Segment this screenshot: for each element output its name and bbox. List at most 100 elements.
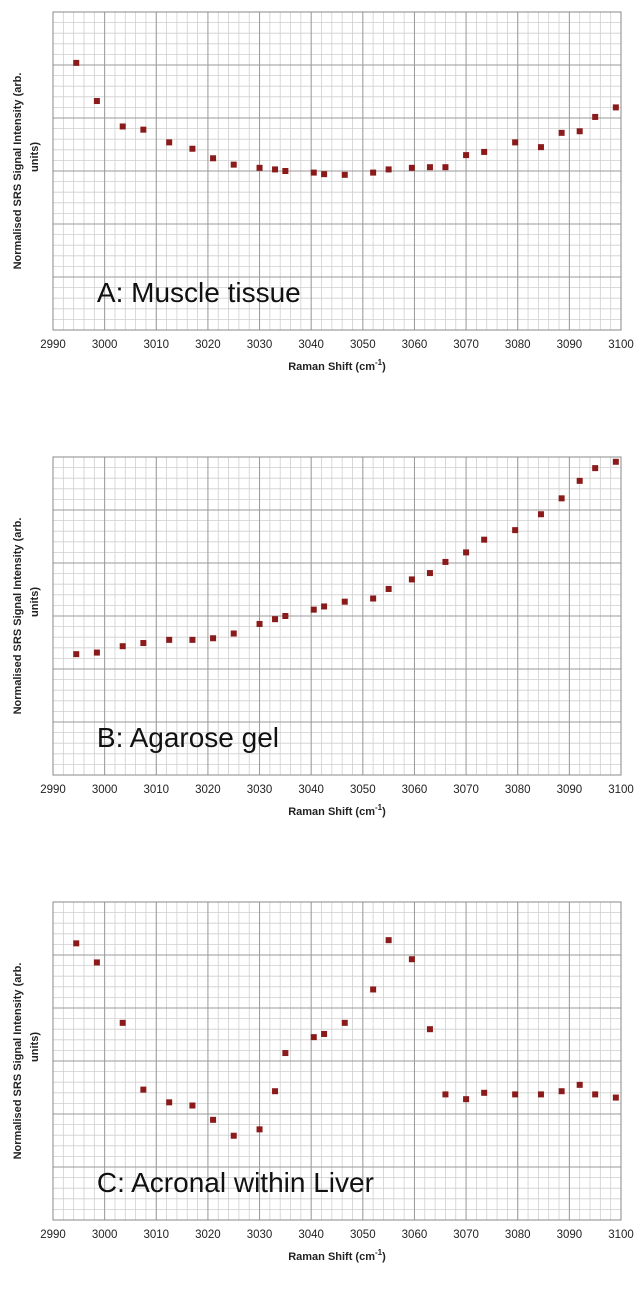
data-point: [282, 168, 289, 174]
data-point: [481, 148, 488, 155]
data-point: [592, 465, 599, 472]
data-point: [341, 598, 348, 605]
chart-svg: 2990 3000 3010 3020 3030 3040 3050 3060 3070 3080…: [12, 11, 634, 373]
x-tick-label: 3060: [402, 784, 428, 796]
data-point: [73, 940, 80, 947]
x-tick-label: 3060: [402, 339, 428, 351]
x-axis-label-close: ): [382, 361, 386, 373]
data-point: [210, 635, 217, 642]
data-point: [140, 1086, 147, 1093]
x-tick-label: 3030: [247, 1229, 273, 1241]
y-axis-label-line2: units): [29, 1032, 41, 1062]
data-point: [282, 1050, 289, 1057]
data-point: [256, 164, 263, 171]
data-point: [370, 595, 377, 602]
data-point: [537, 144, 544, 151]
x-tick-label: 3010: [143, 1229, 169, 1241]
x-tick-label: 3040: [298, 1229, 324, 1241]
x-tick-label: 3090: [557, 784, 583, 796]
data-point: [612, 104, 619, 111]
data-point: [537, 1091, 544, 1098]
x-tick-label: 3100: [608, 339, 634, 351]
data-point: [272, 166, 279, 173]
x-tick-label: 3010: [143, 339, 169, 351]
x-axis-label-close: ): [382, 806, 386, 818]
x-tick-label: 2990: [40, 1229, 66, 1241]
data-point: [426, 164, 433, 171]
data-point: [385, 937, 392, 944]
data-point: [426, 570, 433, 577]
data-point: [576, 477, 583, 484]
chart-svg: 2990 3000 3010 3020 3030 3040 3050 3060 3070 3080…: [12, 901, 634, 1263]
x-axis-label-superscript: -1: [375, 803, 383, 812]
data-point: [282, 613, 289, 619]
data-point: [442, 558, 449, 565]
x-tick-label: 3040: [298, 339, 324, 351]
data-point: [576, 128, 583, 135]
data-point: [73, 59, 80, 66]
x-axis-label-text: Raman Shift (cm: [288, 1251, 375, 1263]
chart-svg: 2990 3000 3010 3020 3030 3040 3050 3060 3070 3080…: [12, 456, 634, 818]
data-point: [341, 171, 348, 178]
chart-annotation: C: Acronal within Liver: [97, 1167, 374, 1198]
data-point: [166, 636, 173, 643]
data-point: [612, 458, 619, 465]
chart-panel-c: 2990 3000 3010 3020 3030 3040 3050 3060 3070 3080…: [0, 890, 640, 1290]
data-points: [73, 59, 619, 178]
x-axis-label-superscript: -1: [375, 1248, 383, 1257]
x-tick-label: 3070: [453, 1229, 479, 1241]
x-axis-label-superscript: -1: [375, 358, 383, 367]
data-point: [537, 511, 544, 518]
x-tick-label: 3020: [195, 784, 221, 796]
x-axis-label: Raman Shift (cm-1): [288, 1248, 386, 1263]
data-point: [385, 585, 392, 592]
data-point: [119, 1019, 126, 1026]
x-tick-label: 3000: [92, 1229, 118, 1241]
x-tick-label: 3030: [247, 784, 273, 796]
data-point: [230, 1132, 237, 1139]
data-point: [385, 166, 392, 173]
x-tick-label: 3090: [557, 1229, 583, 1241]
x-tick-label: 3050: [350, 339, 376, 351]
data-point: [341, 1019, 348, 1026]
x-tick-label: 3050: [350, 1229, 376, 1241]
x-tick-label: 3090: [557, 339, 583, 351]
y-axis-label-line1: Normalised SRS Signal Intensity (arb.: [12, 73, 24, 270]
data-point: [463, 1096, 470, 1103]
x-tick-label: 3080: [505, 784, 531, 796]
x-tick-label: 3070: [453, 339, 479, 351]
data-point: [230, 161, 237, 168]
data-point: [210, 155, 217, 162]
data-point: [189, 145, 196, 152]
chart-panel-a: 2990 3000 3010 3020 3030 3040 3050 3060 3070 3080…: [0, 0, 640, 400]
data-point: [408, 956, 415, 963]
x-tick-label: 3100: [608, 1229, 634, 1241]
data-point: [321, 603, 328, 610]
data-point: [592, 1091, 599, 1098]
data-point: [370, 986, 377, 993]
data-point: [256, 1126, 263, 1133]
data-point: [612, 1094, 619, 1101]
data-points: [73, 458, 619, 658]
data-point: [463, 549, 470, 556]
data-point: [370, 169, 377, 176]
chart-annotation: A: Muscle tissue: [97, 277, 301, 308]
plot-frame: [52, 11, 622, 331]
data-point: [310, 169, 317, 176]
y-axis-label-line1: Normalised SRS Signal Intensity (arb.: [12, 518, 24, 715]
x-tick-label: 3010: [143, 784, 169, 796]
data-point: [512, 1091, 519, 1098]
data-point: [166, 1099, 173, 1106]
data-point: [272, 1088, 279, 1095]
x-tick-label: 3050: [350, 784, 376, 796]
data-point: [93, 649, 100, 656]
x-tick-label: 3000: [92, 784, 118, 796]
data-points: [73, 937, 619, 1139]
x-tick-label: 3080: [505, 1229, 531, 1241]
x-axis-label: Raman Shift (cm-1): [288, 803, 386, 818]
x-tick-label: 3080: [505, 339, 531, 351]
major-gridlines: [52, 456, 622, 776]
x-axis-label-text: Raman Shift (cm: [288, 806, 375, 818]
data-point: [230, 630, 237, 637]
data-point: [408, 164, 415, 171]
